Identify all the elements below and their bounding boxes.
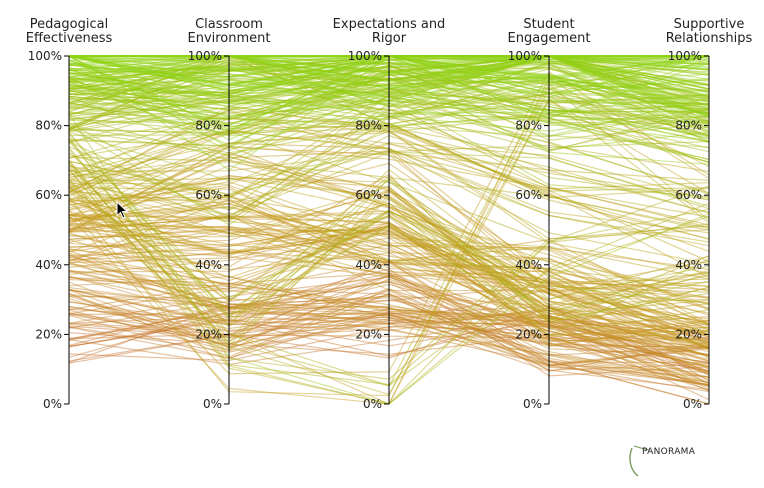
tick-label: 80% [355, 119, 382, 133]
tick-label: 40% [675, 258, 702, 272]
logo-text: PANORAMA [642, 447, 696, 457]
tick-label: 0% [203, 397, 222, 411]
axis-supportive-relationships: 0% 20% 40% 60% 80% 100% SupportiveRelationship… [666, 17, 753, 411]
axes: 0% 20% 40% 60% 80% 100% PedagogicalEffectivene… [26, 17, 753, 411]
tick-label: 100% [668, 49, 702, 63]
axis-title: Engagement [508, 31, 591, 46]
tick-label: 0% [523, 397, 542, 411]
tick-label: 100% [508, 49, 542, 63]
tick-label: 80% [675, 119, 702, 133]
tick-label: 60% [35, 188, 62, 202]
axis-title: Student [523, 17, 574, 32]
tick-label: 20% [515, 327, 542, 341]
tick-label: 40% [515, 258, 542, 272]
mouse-cursor-icon [116, 201, 129, 219]
tick-label: 20% [675, 327, 702, 341]
tick-label: 0% [363, 397, 382, 411]
tick-label: 100% [348, 49, 382, 63]
tick-label: 60% [355, 188, 382, 202]
panorama-logo: PANORAMA [626, 438, 706, 480]
axis-title: Supportive [674, 17, 745, 32]
tick-label: 20% [195, 327, 222, 341]
tick-label: 0% [43, 397, 62, 411]
axis-title: Relationships [666, 31, 753, 46]
axis-title: Environment [187, 31, 270, 46]
axis-title: Classroom [195, 17, 263, 32]
tick-label: 60% [515, 188, 542, 202]
axis-title: Expectations and [333, 17, 446, 32]
tick-label: 20% [35, 327, 62, 341]
swoosh-icon [629, 445, 650, 477]
tick-label: 20% [355, 327, 382, 341]
axis-title: Pedagogical [30, 17, 108, 32]
tick-label: 80% [515, 119, 542, 133]
axis-pedagogical-effectiveness: 0% 20% 40% 60% 80% 100% PedagogicalEffectivene… [26, 17, 113, 411]
axis-title: Effectiveness [26, 31, 113, 46]
tick-label: 80% [195, 119, 222, 133]
tick-label: 100% [28, 49, 62, 63]
tick-label: 80% [35, 119, 62, 133]
tick-label: 40% [35, 258, 62, 272]
tick-label: 60% [195, 188, 222, 202]
axis-title: Rigor [372, 31, 407, 46]
tick-label: 100% [188, 49, 222, 63]
tick-label: 0% [683, 397, 702, 411]
tick-label: 40% [355, 258, 382, 272]
tick-label: 60% [675, 188, 702, 202]
tick-label: 40% [195, 258, 222, 272]
